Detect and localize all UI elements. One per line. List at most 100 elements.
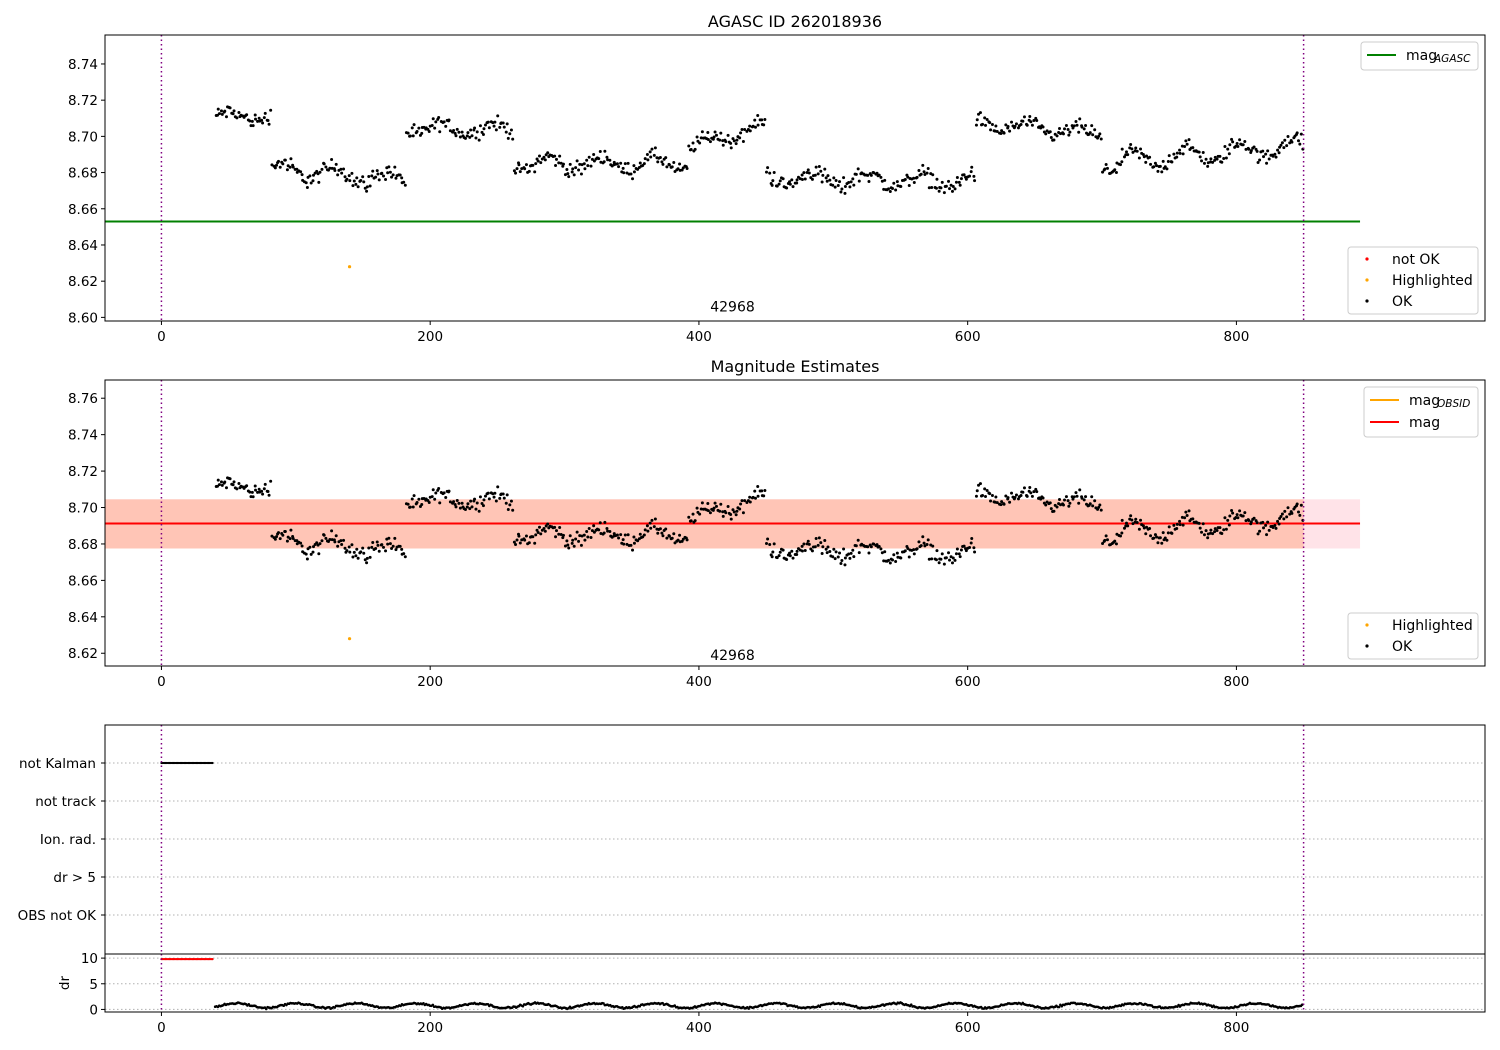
ok-point xyxy=(1016,497,1020,501)
ok-point xyxy=(333,168,337,172)
legend-label-mag: mag xyxy=(1406,48,1437,64)
ok-point xyxy=(567,175,571,179)
ok-point xyxy=(1022,486,1026,490)
ok-point xyxy=(937,189,941,193)
ok-point xyxy=(1161,159,1165,163)
ok-point xyxy=(751,495,755,499)
ok-point xyxy=(477,138,481,142)
ok-point xyxy=(957,552,961,556)
ok-point xyxy=(955,547,959,551)
ok-point xyxy=(262,116,266,120)
ok-point xyxy=(706,509,710,513)
ok-point xyxy=(1180,515,1184,519)
ok-point xyxy=(1261,149,1265,153)
ok-point xyxy=(468,135,472,139)
ok-point xyxy=(645,152,649,156)
ok-point xyxy=(915,175,919,179)
ok-point xyxy=(1160,541,1164,545)
ok-point xyxy=(1252,145,1256,149)
ok-point xyxy=(836,184,840,188)
ok-point xyxy=(978,482,982,486)
ok-point xyxy=(693,147,697,151)
ok-point xyxy=(817,536,821,540)
ok-point xyxy=(1167,154,1171,158)
ok-point xyxy=(828,178,832,182)
ok-point xyxy=(592,159,596,163)
ok-point xyxy=(947,551,951,555)
ok-point xyxy=(1022,115,1026,119)
ok-point xyxy=(660,531,664,535)
ok-point xyxy=(708,140,712,144)
ok-point xyxy=(879,547,883,551)
x-tick-label: 600 xyxy=(955,329,981,345)
ok-point xyxy=(995,501,999,505)
ok-point xyxy=(494,128,498,132)
ok-point xyxy=(356,556,360,560)
ok-point xyxy=(249,124,253,128)
ok-point xyxy=(1090,495,1094,499)
ok-point xyxy=(1180,144,1184,148)
ok-point xyxy=(964,177,968,181)
legend-label-ok: OK xyxy=(1392,639,1413,655)
ok-point xyxy=(1185,513,1189,517)
ok-point xyxy=(766,537,770,541)
ok-point xyxy=(261,121,265,125)
ok-point xyxy=(496,485,500,489)
ok-point xyxy=(273,537,277,541)
ok-point xyxy=(994,495,998,499)
ok-point xyxy=(1016,126,1020,130)
ok-point xyxy=(1265,533,1269,537)
ok-point xyxy=(606,158,610,162)
ok-point xyxy=(721,139,725,143)
ok-point xyxy=(1200,530,1204,534)
ok-point xyxy=(1172,152,1176,156)
ok-point xyxy=(958,555,962,559)
ok-point xyxy=(1148,527,1152,531)
ok-point xyxy=(537,525,541,529)
ok-point xyxy=(1030,123,1034,127)
ok-point xyxy=(882,187,886,191)
ok-point xyxy=(848,556,852,560)
ok-point xyxy=(352,179,356,183)
ok-point xyxy=(883,178,887,182)
ok-point xyxy=(587,155,591,159)
ok-point xyxy=(927,186,931,190)
ok-point xyxy=(1044,132,1048,136)
ok-point xyxy=(563,544,567,548)
ok-point xyxy=(1215,528,1219,532)
ok-point xyxy=(362,180,366,184)
ok-point xyxy=(691,512,695,516)
ok-point xyxy=(1227,152,1231,156)
ok-point xyxy=(1252,516,1256,520)
ok-point xyxy=(460,130,464,134)
ok-point xyxy=(361,175,365,179)
ok-point xyxy=(953,558,957,562)
ok-point xyxy=(706,502,710,506)
ok-point xyxy=(1187,509,1191,513)
ok-point xyxy=(1014,493,1018,497)
ok-point xyxy=(1103,538,1107,542)
ok-point xyxy=(689,147,693,151)
ok-point xyxy=(912,548,916,552)
ok-point xyxy=(649,526,653,530)
ok-point xyxy=(466,502,470,506)
ok-point xyxy=(232,109,236,113)
ok-point xyxy=(903,177,907,181)
ok-point xyxy=(224,115,228,119)
ok-point xyxy=(1226,518,1230,522)
ok-point xyxy=(1178,151,1182,155)
dr-point xyxy=(264,1007,268,1011)
ok-point xyxy=(269,108,273,112)
ok-point xyxy=(978,111,982,115)
ok-point xyxy=(1279,514,1283,518)
ok-point xyxy=(305,186,309,190)
ok-point xyxy=(394,548,398,552)
ok-point xyxy=(652,153,656,157)
ok-point xyxy=(849,551,853,555)
ok-point xyxy=(308,174,312,178)
agasc-panel: AGASC ID 262018936 42968 0 200 400 600 800 8.… xyxy=(68,12,1486,345)
ok-point xyxy=(1120,147,1124,151)
ok-point xyxy=(999,131,1003,135)
ok-point xyxy=(672,532,676,536)
ok-point xyxy=(1286,135,1290,139)
